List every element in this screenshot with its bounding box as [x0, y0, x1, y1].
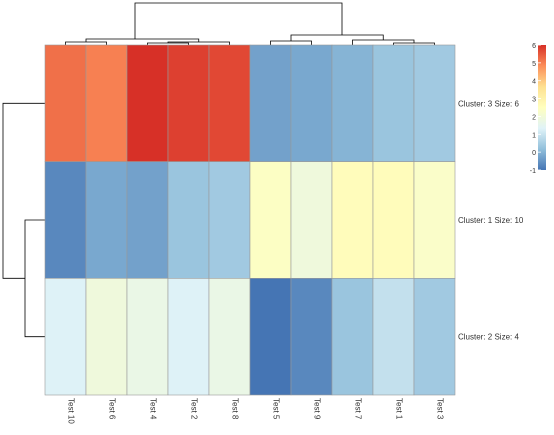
row-label: Cluster: 3 Size: 6: [458, 99, 519, 108]
row-dendrogram: [2, 102, 45, 338]
column-label: Test 10: [67, 398, 76, 424]
dendrogram-branch: [167, 41, 230, 45]
heatmap-cell: [126, 161, 169, 279]
legend-tick-label: -1: [530, 168, 536, 175]
heatmap-cell: [413, 278, 456, 396]
row-label: Cluster: 2 Size: 4: [458, 333, 519, 342]
heatmap-cell: [331, 278, 374, 396]
heatmap-cell: [126, 278, 169, 396]
dendrogram-branch: [352, 39, 415, 45]
column-label: Test 7: [354, 398, 363, 420]
column-label: Test 5: [272, 398, 281, 420]
heatmap-cell: [85, 161, 128, 279]
heatmap-cell: [372, 278, 415, 396]
legend-tick-label: 6: [532, 43, 536, 50]
heatmap-cell: [413, 161, 456, 279]
heatmap-cell: [249, 278, 292, 396]
column-label: Test 8: [231, 398, 240, 420]
heatmap-cell: [290, 44, 333, 162]
heatmap-cell: [167, 278, 210, 396]
legend-tick-label: 3: [532, 97, 536, 104]
color-legend: 6 5 4 3 2 1 0 -1: [530, 43, 546, 175]
column-label: Test 1: [395, 398, 404, 420]
legend-color-bar: [538, 45, 546, 170]
heatmap-cell: [167, 161, 210, 279]
legend-tick-label: 5: [532, 61, 536, 68]
legend-tick-label: 2: [532, 114, 536, 121]
heatmap-cell: [208, 161, 251, 279]
heatmap-cell: [290, 278, 333, 396]
dendrogram-branch: [270, 40, 312, 45]
heatmap-cell: [290, 161, 333, 279]
row-label: Cluster: 1 Size: 10: [458, 216, 524, 225]
dendrogram-branch: [85, 38, 200, 42]
legend-tick-label: 1: [532, 132, 536, 139]
heatmap-cell: [44, 161, 87, 279]
heatmap-cell: [208, 278, 251, 396]
heatmap-cell: [331, 44, 374, 162]
legend-tick-label: 0: [532, 150, 536, 157]
heatmap-cell: [372, 161, 415, 279]
row-labels: Cluster: 3 Size: 6 Cluster: 1 Size: 10 Clu…: [458, 99, 524, 341]
heatmap-cell: [249, 44, 292, 162]
heatmap-cell: [85, 44, 128, 162]
column-label: Test 3: [436, 398, 445, 420]
dendrogram-branch: [134, 2, 343, 39]
heatmap-cell: [85, 278, 128, 396]
column-label: Test 4: [149, 398, 158, 420]
heatmap-cells: [44, 44, 456, 396]
heatmap-cell: [44, 44, 87, 162]
heatmap-cell: [44, 278, 87, 396]
column-label: Test 6: [108, 398, 117, 420]
column-label: Test 2: [190, 398, 199, 420]
dendrogram-branch: [65, 41, 107, 45]
column-labels: Test 10 Test 6 Test 4 Test 2 Test 8 Test 5 Tes…: [67, 398, 445, 424]
dendrogram-branch: [2, 102, 45, 279]
heatmap-cell: [249, 161, 292, 279]
heatmap-cell: [331, 161, 374, 279]
heatmap-cell: [167, 44, 210, 162]
heatmap-cell: [126, 44, 169, 162]
heatmap-cell: [372, 44, 415, 162]
dendrogram-branch: [24, 219, 45, 338]
legend-tick-label: 4: [532, 79, 536, 86]
column-dendrogram: [65, 2, 435, 45]
column-label: Test 9: [313, 398, 322, 420]
dendrogram-branch: [290, 34, 384, 41]
heatmap-cell: [208, 44, 251, 162]
heatmap-cell: [413, 44, 456, 162]
